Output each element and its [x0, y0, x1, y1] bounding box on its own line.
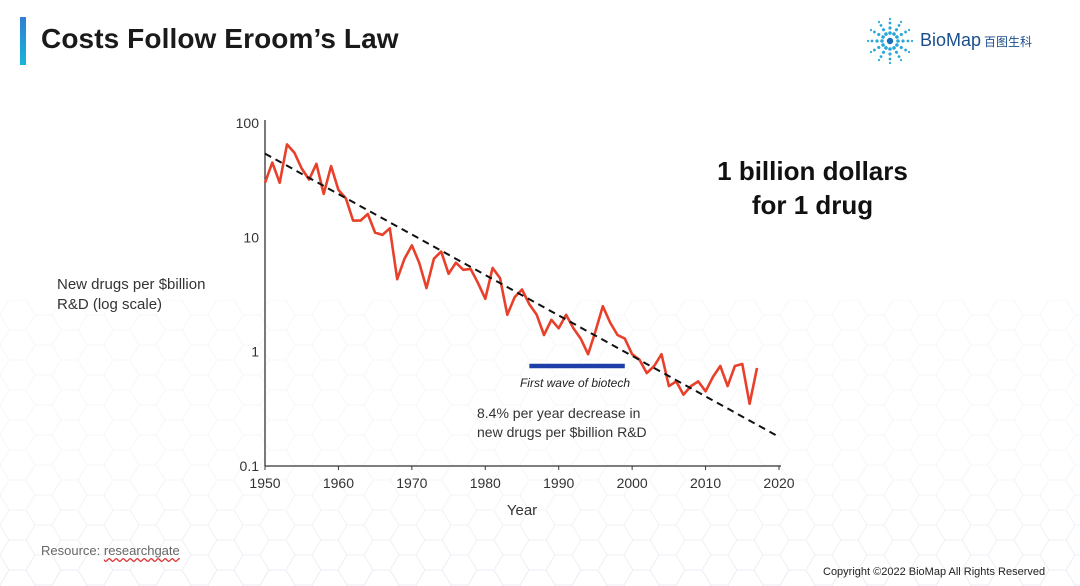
y-tick-label: 0.1 — [240, 458, 260, 474]
decrease-annotation-line2: new drugs per $billion R&D — [477, 424, 647, 440]
slide-title: Costs Follow Eroom’s Law — [41, 23, 399, 54]
biomap-logo-icon — [866, 17, 914, 65]
biotech-label: First wave of biotech — [520, 376, 630, 390]
y-axis-title-line1: New drugs per $billion — [57, 276, 205, 293]
callout-text: 1 billion dollars for 1 drug — [700, 154, 925, 222]
logo-chinese-text: 百图生科 — [984, 35, 1033, 49]
y-tick-label: 1 — [251, 344, 259, 360]
y-axis-title-line2: R&D (log scale) — [57, 296, 162, 313]
decrease-annotation-line1: 8.4% per year decrease in — [477, 405, 640, 421]
copyright-text: Copyright ©2022 BioMap All Rights Reserv… — [823, 566, 1046, 578]
resource-source: researchgate — [103, 543, 180, 558]
title-accent-bar — [20, 17, 26, 65]
series-line-new-drugs — [263, 143, 759, 406]
x-tick-label: 1960 — [323, 475, 354, 491]
resource-note: Resource: researchgate — [41, 543, 180, 558]
callout-line-1: 1 billion dollars — [717, 156, 908, 186]
chart-tick-labels: 1950 1960 1970 1980 1990 2000 2010 2020 0.1 1 10 10… — [236, 115, 795, 491]
x-tick-label: 1990 — [543, 475, 574, 491]
resource-label: Resource: — [41, 543, 101, 558]
y-tick-label: 100 — [236, 115, 260, 131]
chart-axes — [264, 120, 781, 467]
x-tick-label: 1970 — [396, 475, 427, 491]
x-tick-label: 1950 — [249, 475, 280, 491]
callout-line-2: for 1 drug — [751, 190, 874, 220]
x-tick-label: 2020 — [763, 475, 794, 491]
logo-text: BioMap — [920, 30, 982, 50]
x-tick-label: 2010 — [690, 475, 721, 491]
x-tick-label: 2000 — [617, 475, 648, 491]
x-tick-label: 1980 — [470, 475, 501, 491]
x-axis-title: Year — [507, 502, 537, 519]
y-tick-label: 10 — [243, 229, 259, 245]
trend-line-eroom — [264, 152, 780, 438]
